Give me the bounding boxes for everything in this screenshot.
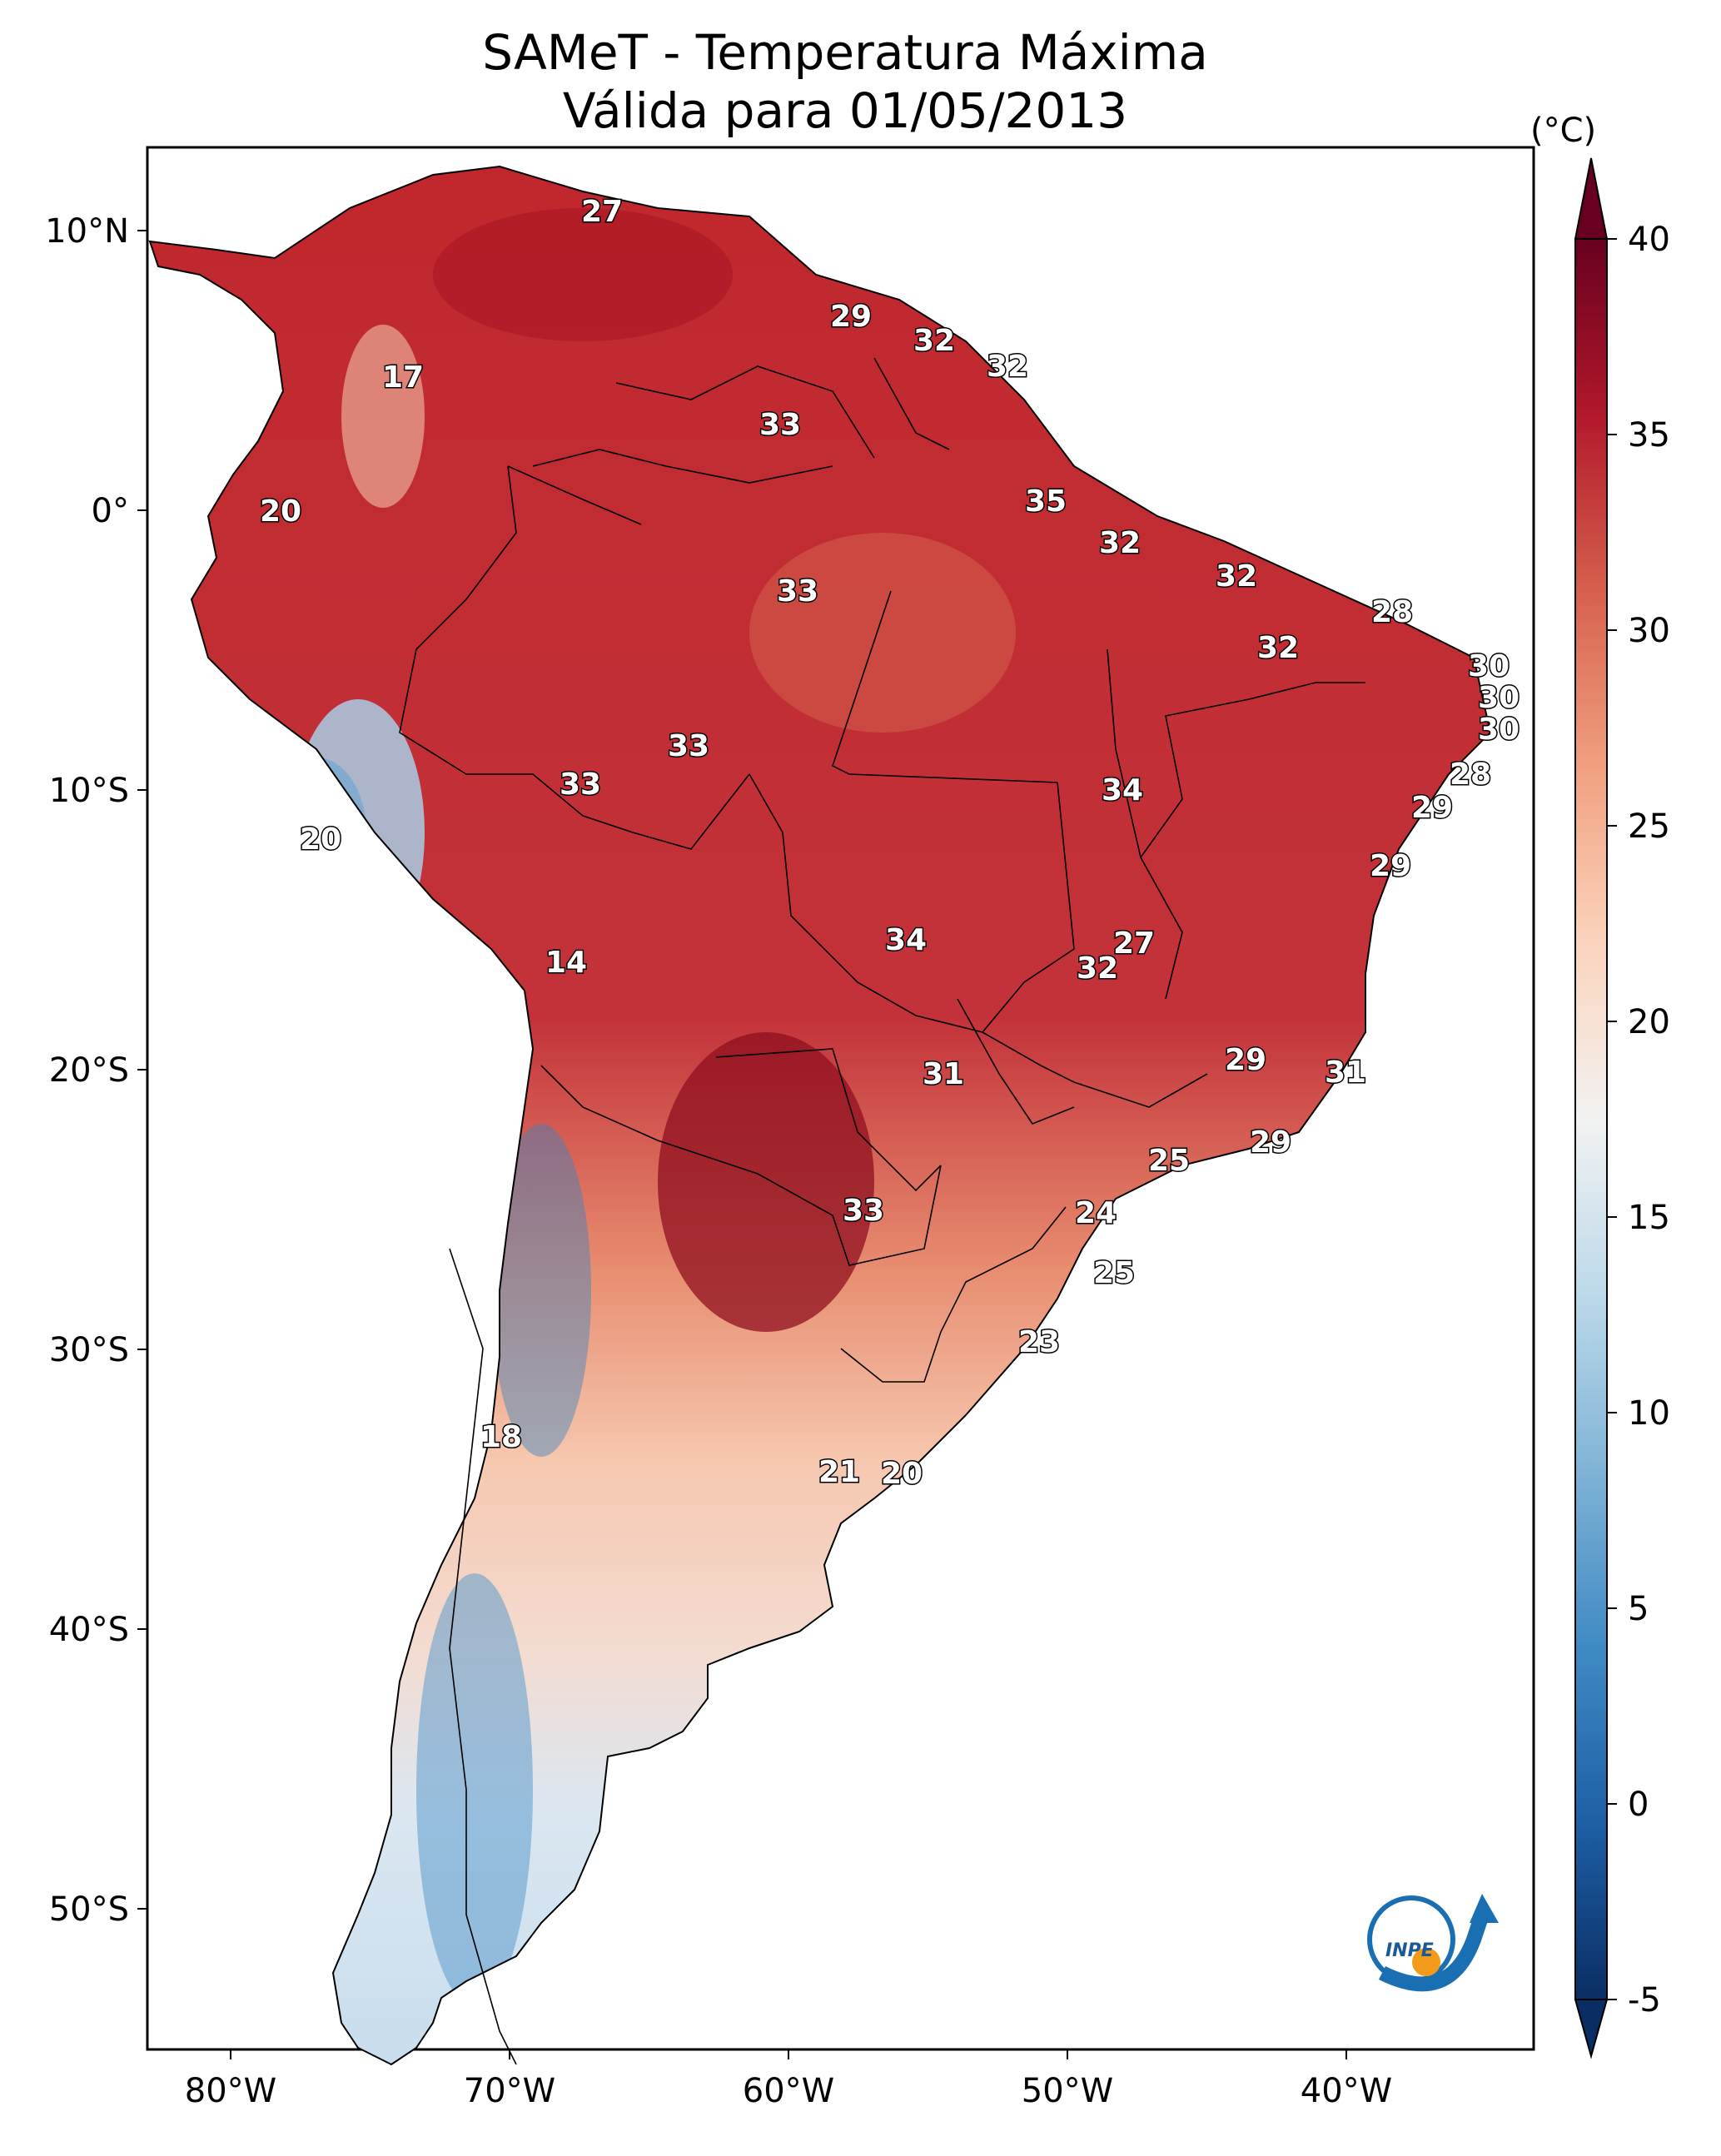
temperature-label: 30 (1478, 713, 1520, 747)
temperature-label: 33 (843, 1194, 884, 1228)
temperature-label: 18 (480, 1420, 522, 1454)
colorbar-tick-label: 15 (1628, 1199, 1670, 1237)
temperature-label: 29 (1250, 1125, 1291, 1160)
temperature-label: 34 (1102, 773, 1143, 807)
title-line-2: Válida para 01/05/2013 (562, 82, 1128, 139)
temperature-label: 32 (987, 350, 1028, 384)
colorbar-tick-label: 5 (1628, 1590, 1649, 1628)
colorbar-ticks: 40 35 30 25 20 15 10 5 0 -5 (1607, 221, 1670, 2019)
colorbar-tick-label: 0 (1628, 1786, 1649, 1824)
temperature-label: 32 (1099, 526, 1141, 560)
colorbar-tick-label: 25 (1628, 807, 1670, 846)
temperature-label: 28 (1371, 595, 1413, 629)
title-line-1: SAMeT - Temperatura Máxima (482, 24, 1208, 81)
longitude-axis: 80°W 70°W 60°W 50°W 40°W (185, 2049, 1392, 2110)
map-title: SAMeT - Temperatura Máxima Válida para 0… (150, 23, 1540, 140)
lon-tick-label: 70°W (464, 2072, 555, 2110)
temperature-label: 20 (260, 494, 301, 529)
lat-tick-label: 0° (92, 492, 129, 530)
lon-tick-label: 50°W (1022, 2072, 1113, 2110)
colorbar-unit: (°C) (1530, 112, 1596, 150)
temperature-label: 23 (1018, 1325, 1060, 1359)
temperature-label: 29 (1411, 791, 1453, 825)
temperature-label: 24 (1075, 1196, 1117, 1230)
temperature-label: 31 (1325, 1056, 1366, 1090)
colorbar-tick-label: 40 (1628, 221, 1670, 259)
temperature-label: 29 (830, 300, 872, 334)
temperature-label: 32 (913, 324, 955, 358)
colorbar-tick-label: -5 (1628, 1981, 1661, 2019)
lat-tick-label: 10°N (45, 212, 129, 251)
temperature-label: 32 (1257, 631, 1299, 665)
temperature-label: 33 (560, 768, 601, 802)
colorbar-tick-label: 30 (1628, 612, 1670, 650)
lat-tick-label: 10°S (49, 772, 129, 810)
temperature-label: 27 (1113, 926, 1155, 961)
temperature-label: 21 (818, 1455, 860, 1489)
colorbar-body (1574, 238, 1608, 2000)
temperature-label: 32 (1077, 951, 1118, 986)
temperature-label: 33 (777, 574, 818, 609)
temperature-label: 34 (885, 923, 927, 957)
temperature-label: 32 (1216, 559, 1257, 594)
inpe-logo: INPE (1367, 1894, 1499, 1992)
lon-tick-label: 40°W (1301, 2072, 1392, 2110)
temperature-label: 17 (382, 360, 424, 395)
temperature-label: 30 (1478, 681, 1520, 715)
lat-tick-label: 50°S (49, 1890, 129, 1929)
temperature-label: 28 (1450, 758, 1491, 792)
temperature-label: 30 (1468, 649, 1510, 683)
temperature-label: 33 (759, 408, 801, 442)
lat-tick-label: 30°S (49, 1331, 129, 1369)
temperature-label: 33 (668, 729, 709, 763)
colorbar: (°C) 40 35 30 25 20 15 10 5 0 -5 (1530, 112, 1670, 2059)
latitude-axis: 10°N 0° 10°S 20°S 30°S 40°S 50°S (45, 212, 147, 1929)
temperature-label: 25 (1093, 1256, 1135, 1290)
temperature-label: 20 (300, 822, 341, 857)
lon-tick-label: 80°W (185, 2072, 276, 2110)
country-borders (399, 357, 1365, 2065)
temperature-label: 27 (581, 195, 623, 229)
colorbar-tick-label: 20 (1628, 1003, 1670, 1041)
temperature-label: 35 (1025, 484, 1067, 519)
temperature-label: 14 (545, 946, 587, 980)
colorbar-tick-label: 35 (1628, 416, 1670, 455)
temperature-label: 31 (923, 1057, 964, 1091)
lat-tick-label: 20°S (49, 1051, 129, 1090)
temperature-label: 25 (1148, 1144, 1190, 1178)
temperature-label: 20 (881, 1457, 923, 1491)
colorbar-top-extend (1574, 157, 1609, 240)
colorbar-tick-label: 10 (1628, 1394, 1670, 1433)
lon-tick-label: 60°W (743, 2072, 834, 2110)
colorbar-bottom-extend (1574, 1999, 1609, 2059)
temperature-label: 29 (1225, 1043, 1266, 1077)
temperature-label: 29 (1370, 849, 1411, 883)
lat-tick-label: 40°S (49, 1611, 129, 1649)
logo-text: INPE (1385, 1940, 1434, 1961)
